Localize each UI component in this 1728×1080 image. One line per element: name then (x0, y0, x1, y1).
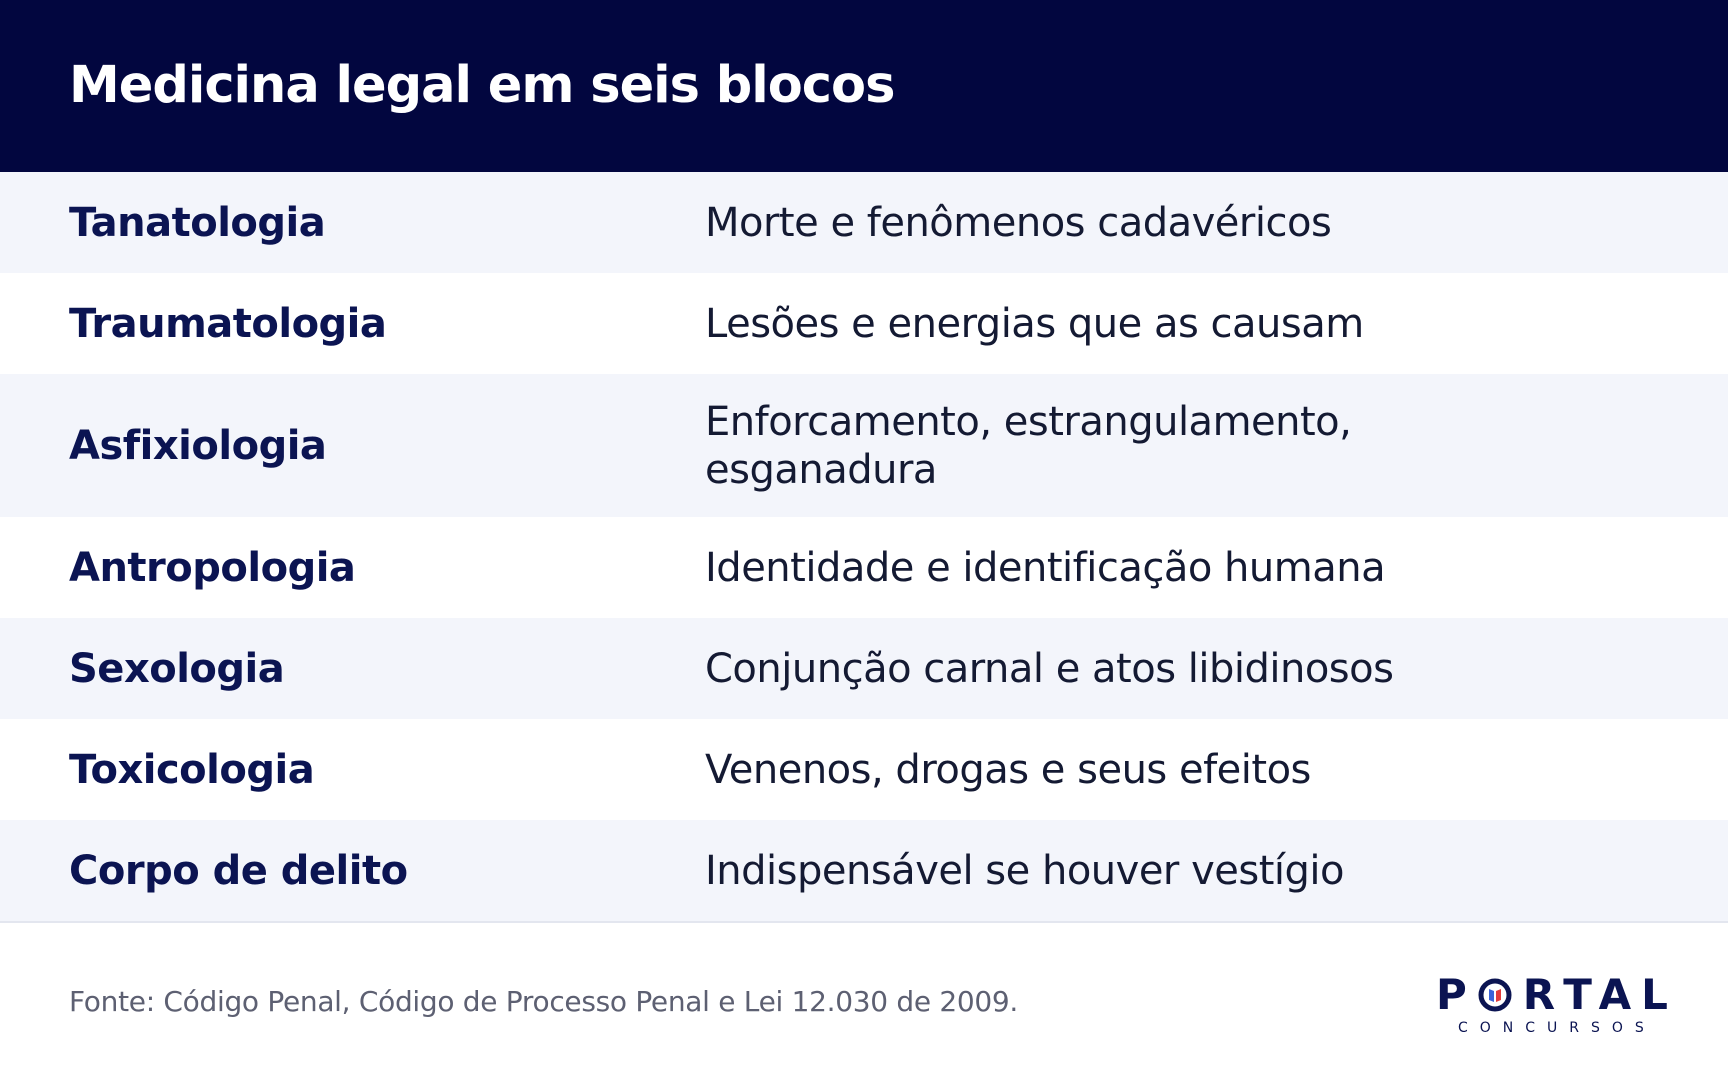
source-note: Fonte: Código Penal, Código de Processo … (69, 985, 1019, 1018)
page-title: Medicina legal em seis blocos (69, 56, 895, 115)
logo-letter-p: P (1436, 970, 1477, 1019)
row-term: Asfixiologia (69, 422, 327, 469)
table-row: Tanatologia Morte e fenômenos cadavérico… (0, 172, 1728, 273)
footer-divider (0, 921, 1728, 923)
topics-table: Tanatologia Morte e fenômenos cadavérico… (0, 172, 1728, 921)
row-description: Indispensável se houver vestígio (705, 847, 1344, 894)
logo-wordmark: P RTAL (1436, 970, 1678, 1019)
row-description: Enforcamento, estrangulamento, esganadur… (705, 398, 1352, 493)
row-description: Conjunção carnal e atos libidinosos (705, 645, 1394, 692)
portal-logo: P RTAL CONCURSOS (1436, 970, 1668, 1040)
row-description: Lesões e energias que as causam (705, 300, 1364, 347)
row-term: Sexologia (69, 645, 285, 692)
header-banner: Medicina legal em seis blocos (0, 0, 1728, 172)
row-term: Toxicologia (69, 746, 315, 793)
row-term: Tanatologia (69, 199, 326, 246)
table-row: Asfixiologia Enforcamento, estrangulamen… (0, 374, 1728, 517)
table-row: Corpo de delito Indispensável se houver … (0, 820, 1728, 921)
row-term: Corpo de delito (69, 847, 408, 894)
row-term: Antropologia (69, 544, 356, 591)
table-row: Sexologia Conjunção carnal e atos libidi… (0, 618, 1728, 719)
table-row: Traumatologia Lesões e energias que as c… (0, 273, 1728, 374)
logo-subtitle: CONCURSOS (1458, 1020, 1656, 1036)
portal-o-icon (1478, 978, 1512, 1011)
table-row: Antropologia Identidade e identificação … (0, 517, 1728, 618)
logo-letters-rtal: RTAL (1522, 970, 1678, 1019)
row-description: Identidade e identificação humana (705, 544, 1386, 591)
row-description: Venenos, drogas e seus efeitos (705, 746, 1311, 793)
row-term: Traumatologia (69, 300, 387, 347)
row-description: Morte e fenômenos cadavéricos (705, 199, 1332, 246)
table-row: Toxicologia Venenos, drogas e seus efeit… (0, 719, 1728, 820)
